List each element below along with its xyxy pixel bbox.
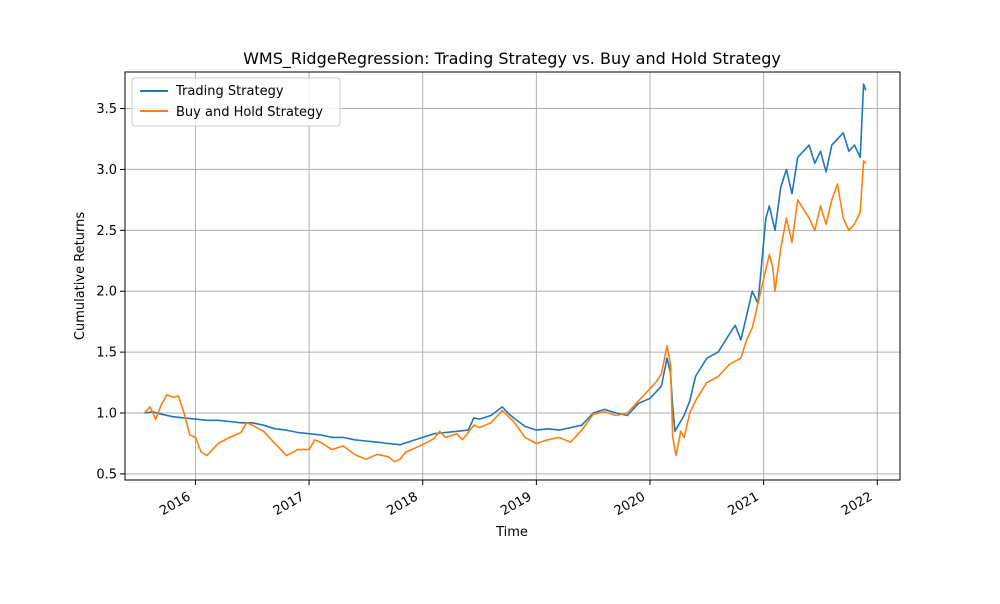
chart-title: WMS_RidgeRegression: Trading Strategy vs… [243,49,781,69]
y-axis-label: Cumulative Returns [73,212,88,340]
y-tick-label: 2.5 [96,224,117,239]
legend: Trading Strategy Buy and Hold Strategy [131,77,341,127]
plot-frame [124,71,901,481]
y-tick-label: 0.5 [96,467,117,482]
grid-layer [125,72,900,480]
series-line-buy-and-hold-strategy [143,160,867,463]
series-line-trading-strategy [144,83,867,446]
y-tick-label: 1.5 [96,346,117,361]
x-axis-label: Time [495,525,528,540]
y-tick-label: 2.0 [96,285,117,300]
y-tick-label: 3.0 [96,163,117,178]
legend-box [131,77,341,127]
series-layer [143,83,867,463]
legend-label-buy-and-hold-strategy: Buy and Hold Strategy [176,105,323,120]
legend-label-trading-strategy: Trading Strategy [175,84,284,99]
y-tick-label: 1.0 [96,407,117,422]
y-tick-label: 3.5 [96,102,117,117]
